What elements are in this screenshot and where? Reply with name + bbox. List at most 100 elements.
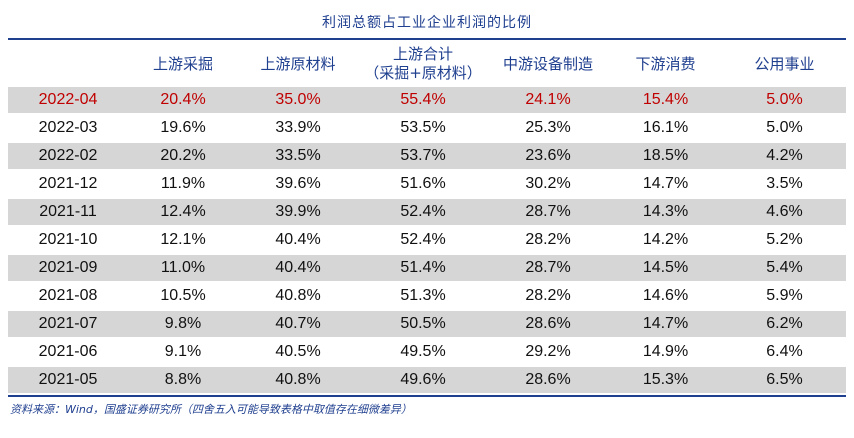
- value-cell: 28.2%: [525, 231, 571, 248]
- value-cell: 51.4%: [358, 255, 488, 281]
- row-date-cell: 2022-04: [8, 87, 128, 113]
- value-cell: 14.9%: [642, 343, 689, 360]
- header-cell: 中游设备制造: [502, 54, 593, 73]
- value-cell: 15.4%: [608, 87, 723, 113]
- value-cell: 53.5%: [400, 119, 446, 136]
- value-cell: 14.3%: [608, 199, 723, 225]
- value-cell: 12.1%: [160, 231, 206, 248]
- table-row: 2021-05 8.8% 40.8% 49.6% 28.6% 15.3% 6.5%: [8, 367, 846, 393]
- header-cell: 公用事业: [754, 54, 815, 73]
- value-cell: 33.9%: [275, 119, 321, 136]
- value-cell: 25.3%: [525, 119, 571, 136]
- value-cell: 40.5%: [275, 343, 321, 360]
- value-cell: 39.6%: [275, 175, 321, 192]
- table-row: 2021-07 9.8% 40.7% 50.5% 28.6% 14.7% 6.2%: [8, 311, 846, 337]
- value-cell: 20.2%: [128, 143, 238, 169]
- table-row: 2022-04 20.4% 35.0% 55.4% 24.1% 15.4% 5.0%: [8, 87, 846, 113]
- value-cell: 6.5%: [723, 367, 846, 393]
- value-cell: 52.4%: [358, 199, 488, 225]
- value-cell: 12.4%: [128, 199, 238, 225]
- value-cell: 40.8%: [238, 367, 358, 393]
- value-cell: 4.2%: [723, 143, 846, 169]
- table-row: 2021-06 9.1% 40.5% 49.5% 29.2% 14.9% 6.4%: [8, 339, 846, 365]
- top-rule: [8, 38, 846, 40]
- value-cell: 28.2%: [525, 287, 571, 304]
- value-cell: 5.2%: [766, 231, 803, 248]
- value-cell: 51.3%: [400, 287, 446, 304]
- value-cell: 10.5%: [160, 287, 206, 304]
- value-cell: 18.5%: [608, 143, 723, 169]
- value-cell: 28.7%: [488, 199, 608, 225]
- value-cell: 5.4%: [723, 255, 846, 281]
- value-cell: 33.5%: [238, 143, 358, 169]
- header-cell: 下游消费: [635, 54, 696, 73]
- bottom-rule: [8, 395, 846, 397]
- table-row: 2021-10 12.1% 40.4% 52.4% 28.2% 14.2% 5.2%: [8, 227, 846, 253]
- data-table: 上游采掘 上游原材料 上游合计 （采掘+原材料） 中游设备制造 下游消费 公用事业 2022…: [8, 41, 846, 395]
- value-cell: 14.7%: [608, 311, 723, 337]
- row-date-cell: 2021-09: [8, 255, 128, 281]
- row-date-cell: 2021-05: [8, 367, 128, 393]
- value-cell: 20.4%: [128, 87, 238, 113]
- value-cell: 24.1%: [488, 87, 608, 113]
- value-cell: 14.6%: [642, 287, 689, 304]
- row-date-cell: 2021-07: [8, 311, 128, 337]
- value-cell: 5.0%: [766, 119, 803, 136]
- header-cell: 上游原材料: [260, 54, 336, 73]
- value-cell: 11.0%: [128, 255, 238, 281]
- value-cell: 15.3%: [608, 367, 723, 393]
- value-cell: 14.5%: [608, 255, 723, 281]
- header-row: 上游采掘 上游原材料 上游合计 （采掘+原材料） 中游设备制造 下游消费 公用事业: [8, 43, 846, 85]
- table-row: 2021-08 10.5% 40.8% 51.3% 28.2% 14.6% 5.9%: [8, 283, 846, 309]
- value-cell: 11.9%: [160, 175, 206, 192]
- value-cell: 28.7%: [488, 255, 608, 281]
- value-cell: 9.1%: [164, 343, 202, 360]
- value-cell: 40.4%: [238, 255, 358, 281]
- value-cell: 4.6%: [723, 199, 846, 225]
- source-note: 资料来源：Wind，国盛证券研究所（四舍五入可能导致表格中取值存在细微差异）: [10, 403, 412, 416]
- value-cell: 14.2%: [642, 231, 689, 248]
- value-cell: 16.1%: [642, 119, 689, 136]
- row-date-cell: 2021-08: [38, 287, 98, 304]
- value-cell: 29.2%: [525, 343, 571, 360]
- value-cell: 6.4%: [766, 343, 803, 360]
- value-cell: 8.8%: [128, 367, 238, 393]
- table-row: 2022-02 20.2% 33.5% 53.7% 23.6% 18.5% 4.2%: [8, 143, 846, 169]
- value-cell: 5.9%: [766, 287, 803, 304]
- table-row: 2021-11 12.4% 39.9% 52.4% 28.7% 14.3% 4.6%: [8, 199, 846, 225]
- row-date-cell: 2021-12: [38, 175, 98, 192]
- value-cell: 23.6%: [488, 143, 608, 169]
- value-cell: 53.7%: [358, 143, 488, 169]
- row-date-cell: 2021-06: [38, 343, 98, 360]
- value-cell: 5.0%: [723, 87, 846, 113]
- table-row: 2022-03 19.6% 33.9% 53.5% 25.3% 16.1% 5.0%: [8, 115, 846, 141]
- value-cell: 51.6%: [400, 175, 446, 192]
- value-cell: 49.5%: [400, 343, 446, 360]
- row-date-cell: 2021-10: [38, 231, 98, 248]
- value-cell: 52.4%: [400, 231, 446, 248]
- value-cell: 39.9%: [238, 199, 358, 225]
- value-cell: 3.5%: [766, 175, 803, 192]
- chart-title: 利润总额占工业企业利润的比例: [322, 15, 532, 31]
- header-cell-date: [8, 43, 128, 85]
- table-body: 2022-04 20.4% 35.0% 55.4% 24.1% 15.4% 5.0% 2022…: [8, 87, 846, 393]
- value-cell: 40.7%: [238, 311, 358, 337]
- value-cell: 9.8%: [128, 311, 238, 337]
- row-date-cell: 2022-03: [38, 119, 98, 136]
- table-row: 2021-12 11.9% 39.6% 51.6% 30.2% 14.7% 3.5%: [8, 171, 846, 197]
- value-cell: 28.6%: [488, 311, 608, 337]
- value-cell: 6.2%: [723, 311, 846, 337]
- header-cell: 上游合计 （采掘+原材料）: [364, 45, 482, 82]
- value-cell: 40.8%: [275, 287, 321, 304]
- value-cell: 55.4%: [358, 87, 488, 113]
- value-cell: 49.6%: [358, 367, 488, 393]
- value-cell: 28.6%: [488, 367, 608, 393]
- row-date-cell: 2021-11: [8, 199, 128, 225]
- row-date-cell: 2022-02: [8, 143, 128, 169]
- value-cell: 30.2%: [525, 175, 571, 192]
- value-cell: 19.6%: [160, 119, 206, 136]
- table-row: 2021-09 11.0% 40.4% 51.4% 28.7% 14.5% 5.4%: [8, 255, 846, 281]
- value-cell: 40.4%: [275, 231, 321, 248]
- value-cell: 50.5%: [358, 311, 488, 337]
- value-cell: 35.0%: [238, 87, 358, 113]
